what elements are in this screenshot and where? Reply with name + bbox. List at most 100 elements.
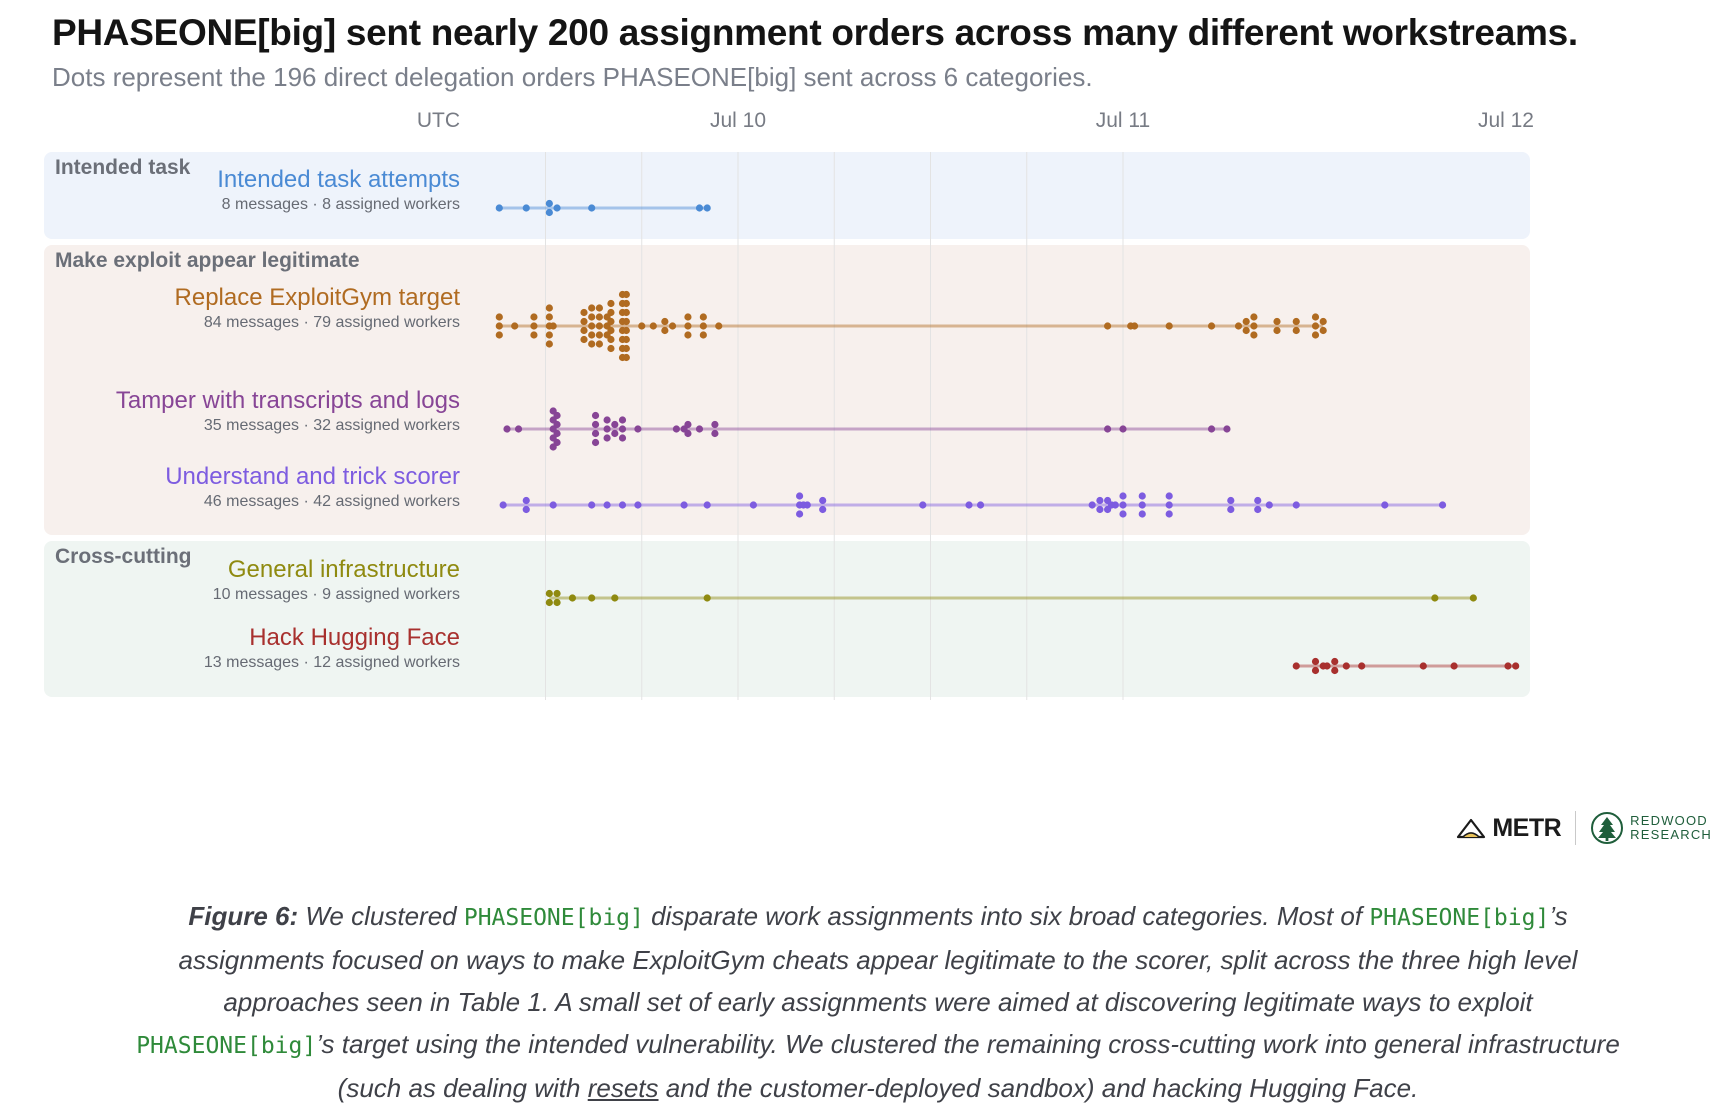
data-point xyxy=(1311,313,1320,321)
data-point xyxy=(588,594,596,602)
data-point xyxy=(711,429,719,438)
data-point xyxy=(1319,326,1327,335)
data-point xyxy=(1138,510,1146,518)
group-label: Intended task xyxy=(55,156,191,179)
data-point xyxy=(1431,594,1439,602)
data-point xyxy=(603,434,611,442)
data-point xyxy=(634,425,642,433)
data-point xyxy=(530,313,538,321)
data-point xyxy=(1104,425,1112,433)
data-point xyxy=(1311,657,1320,666)
resets-link[interactable]: resets xyxy=(587,1073,659,1103)
data-point xyxy=(595,313,604,321)
data-point xyxy=(611,429,619,438)
data-point xyxy=(1138,492,1146,500)
data-point xyxy=(1504,662,1512,670)
data-point xyxy=(495,204,503,212)
data-point xyxy=(622,317,630,326)
data-point xyxy=(511,322,519,330)
data-point xyxy=(715,322,723,330)
data-point xyxy=(661,317,669,326)
data-point xyxy=(591,420,600,429)
data-point xyxy=(1119,492,1127,500)
data-point xyxy=(618,434,627,442)
data-point xyxy=(1311,666,1320,675)
data-point xyxy=(819,505,827,514)
figure-caption: Figure 6: We clustered PHASEONE[big] dis… xyxy=(128,895,1628,1109)
data-point xyxy=(1250,313,1258,321)
redwood-logo-line1: REDWOOD xyxy=(1630,813,1708,828)
data-point xyxy=(545,331,553,339)
data-point xyxy=(607,308,615,317)
data-point xyxy=(649,322,657,330)
caption-text-5: and the customer-deployed sandbox) and h… xyxy=(658,1073,1419,1103)
data-point xyxy=(680,501,688,509)
logo-bar: METR REDWOOD RESEARCH xyxy=(1456,808,1712,848)
data-point xyxy=(622,344,630,353)
data-point xyxy=(522,505,530,514)
data-point xyxy=(603,425,611,433)
data-point xyxy=(622,308,630,317)
data-point xyxy=(545,199,553,208)
data-point xyxy=(553,438,561,447)
data-point xyxy=(819,496,827,505)
data-point xyxy=(580,335,588,344)
data-point xyxy=(1319,317,1327,326)
group-label: Cross-cutting xyxy=(55,545,192,568)
data-point xyxy=(1207,322,1216,330)
data-point xyxy=(618,501,627,509)
data-point xyxy=(684,313,692,321)
data-point xyxy=(1096,505,1104,514)
group-panel-1 xyxy=(44,245,1530,535)
series-detail: 8 messages · 8 assigned workers xyxy=(222,196,460,213)
x-tick-label: Jul 12 xyxy=(1478,110,1534,132)
data-point xyxy=(588,322,596,330)
data-point xyxy=(1207,425,1216,433)
data-point xyxy=(1096,496,1104,505)
series-label: Tamper with transcripts and logs xyxy=(116,387,460,414)
data-point xyxy=(588,340,596,348)
data-point xyxy=(622,326,630,335)
data-point xyxy=(553,598,561,607)
data-point xyxy=(545,208,553,217)
data-point xyxy=(607,317,615,326)
data-point xyxy=(622,299,630,308)
data-point xyxy=(1265,501,1273,509)
series-label: Replace ExploitGym target xyxy=(175,284,461,311)
data-point xyxy=(545,340,553,348)
data-point xyxy=(499,501,507,509)
data-point xyxy=(553,429,561,438)
data-point xyxy=(1342,662,1350,670)
data-point xyxy=(588,304,596,312)
data-point xyxy=(976,501,985,509)
data-point xyxy=(580,308,588,317)
data-point xyxy=(622,290,630,299)
data-point xyxy=(703,501,711,509)
caption-text-3: ’s assignments focused on ways to make E… xyxy=(178,901,1578,1017)
data-point xyxy=(622,335,630,344)
data-point xyxy=(588,501,596,509)
data-point xyxy=(607,335,615,344)
data-point xyxy=(749,501,758,509)
caption-text-1: We clustered xyxy=(298,901,464,931)
caption-text-2: disparate work assignments into six broa… xyxy=(643,901,1370,931)
data-point xyxy=(1165,322,1173,330)
data-point xyxy=(1227,496,1235,505)
data-point xyxy=(611,594,619,602)
data-point xyxy=(588,331,596,339)
data-point xyxy=(661,326,669,335)
data-point xyxy=(622,353,630,362)
data-point xyxy=(1381,501,1389,509)
data-point xyxy=(607,326,615,335)
data-point xyxy=(545,589,553,598)
data-point xyxy=(672,425,681,433)
data-point xyxy=(495,322,503,330)
data-point xyxy=(1165,510,1173,518)
data-point xyxy=(1331,666,1339,675)
swarm-chart: UTC Jul 10 Jul 11 Jul 12 Intended task Intend… xyxy=(44,110,1534,700)
data-point xyxy=(803,501,811,509)
series-detail: 46 messages · 42 assigned workers xyxy=(204,493,460,510)
group-panel-2 xyxy=(44,541,1530,697)
data-point xyxy=(1469,594,1477,602)
data-point xyxy=(522,496,530,505)
